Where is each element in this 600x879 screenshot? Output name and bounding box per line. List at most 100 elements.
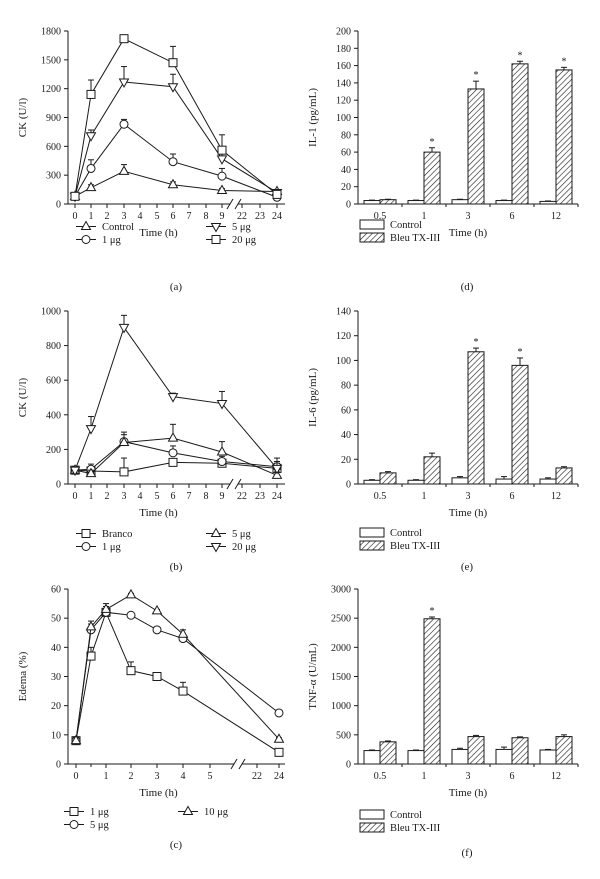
- bar: [379, 472, 397, 485]
- y-tick-label: 2000: [331, 643, 351, 654]
- legend-item: Control: [359, 527, 422, 539]
- y-tick-label: 600: [46, 376, 61, 387]
- legend-swatch: [359, 540, 385, 551]
- data-point: [86, 163, 96, 173]
- y-tick-label: 200: [336, 27, 351, 38]
- y-axis-label: IL-6 (pg/mL): [307, 368, 319, 427]
- x-tick-label: 9: [220, 211, 225, 222]
- y-tick-label: 60: [51, 585, 61, 596]
- legend-label: 20 μg: [232, 542, 257, 553]
- y-tick-label: 1200: [41, 84, 61, 95]
- y-axis-label: IL-1 (pg/mL): [307, 88, 319, 147]
- data-point: [70, 191, 80, 201]
- legend-label: Control: [390, 220, 422, 231]
- series-line: [74, 326, 278, 471]
- panel-label: (d): [461, 281, 474, 293]
- y-tick-label: 40: [341, 165, 351, 176]
- x-tick-label: 3: [466, 491, 471, 502]
- series-1: [70, 118, 282, 202]
- y-tick-label: 0: [56, 760, 61, 771]
- legend-item: Branco: [76, 529, 132, 540]
- data-point: [274, 708, 284, 718]
- x-tick-label: 1: [89, 491, 94, 502]
- bar: [379, 741, 397, 765]
- bar: [555, 69, 573, 205]
- y-tick-label: 1500: [41, 55, 61, 66]
- legend-label: Branco: [102, 529, 132, 540]
- data-point: [273, 733, 285, 743]
- y-tick-label: 1800: [41, 27, 61, 38]
- legend-swatch: [359, 809, 385, 820]
- data-point: [217, 145, 227, 155]
- y-tick-label: 1000: [331, 701, 351, 712]
- bar: [423, 151, 441, 205]
- legend-item: 20 μg: [206, 235, 257, 246]
- y-tick-label: 900: [46, 113, 61, 124]
- data-point: [125, 588, 137, 599]
- axis-break-mark: [226, 478, 234, 490]
- series-line: [74, 38, 278, 197]
- x-tick-label: 3: [122, 211, 127, 222]
- data-point: [118, 165, 130, 175]
- significance-marker: *: [430, 137, 435, 148]
- series-3: [70, 34, 282, 201]
- series-line: [74, 81, 278, 197]
- x-tick-label: 0.5: [374, 491, 387, 502]
- bar: [555, 467, 573, 485]
- y-tick-label: 0: [346, 200, 351, 211]
- bar: [539, 749, 557, 765]
- data-point: [178, 686, 188, 696]
- x-tick-label: 22: [252, 771, 262, 782]
- legend-item: 1 μg: [76, 542, 122, 553]
- data-point: [85, 425, 97, 435]
- series-2: [69, 66, 283, 203]
- y-tick-label: 60: [341, 405, 351, 416]
- axis-break-mark: [230, 758, 238, 770]
- data-point: [272, 189, 282, 199]
- legend-marker: [182, 805, 194, 815]
- bar: [539, 200, 557, 205]
- data-point: [85, 467, 97, 478]
- axis-break-mark: [238, 758, 246, 770]
- bar: [495, 748, 513, 765]
- x-tick-label: 23: [255, 211, 265, 222]
- data-point: [216, 184, 228, 195]
- legend-label: 20 μg: [232, 235, 257, 246]
- data-point: [119, 467, 129, 477]
- panel-label: (c): [170, 839, 183, 851]
- data-point: [86, 89, 96, 99]
- y-tick-label: 0: [56, 480, 61, 491]
- y-tick-label: 20: [51, 701, 61, 712]
- bar: [423, 456, 441, 485]
- x-tick-label: 24: [272, 491, 282, 502]
- y-tick-label: 80: [341, 381, 351, 392]
- x-tick-label: 5: [155, 211, 160, 222]
- data-point: [69, 466, 81, 477]
- x-tick-label: 6: [171, 491, 176, 502]
- legend-label: Bleu TX-III: [390, 823, 441, 834]
- panel-label: (b): [170, 561, 183, 573]
- legend-marker: [210, 543, 222, 553]
- legend-item: 5 μg: [64, 820, 110, 831]
- y-tick-label: 20: [341, 455, 351, 466]
- legend-label: Control: [102, 222, 134, 233]
- legend-label: Control: [390, 810, 422, 821]
- data-point: [216, 400, 228, 410]
- legend-item: 1 μg: [64, 807, 110, 818]
- y-tick-label: 120: [336, 96, 351, 107]
- legend-item: 5 μg: [206, 222, 252, 233]
- data-point: [168, 448, 178, 458]
- y-tick-label: 160: [336, 61, 351, 72]
- data-point: [151, 604, 163, 615]
- x-tick-label: 7: [187, 211, 192, 222]
- data-point: [126, 666, 136, 676]
- bar: [451, 199, 469, 205]
- y-axis-label: CK (U/l): [17, 377, 29, 417]
- legend-label: 10 μg: [204, 807, 229, 818]
- x-tick-label: 1: [89, 211, 94, 222]
- data-point: [271, 464, 283, 475]
- legend-item: Bleu TX-III: [359, 232, 441, 244]
- legend-item: Control: [359, 219, 422, 231]
- data-point: [85, 620, 97, 631]
